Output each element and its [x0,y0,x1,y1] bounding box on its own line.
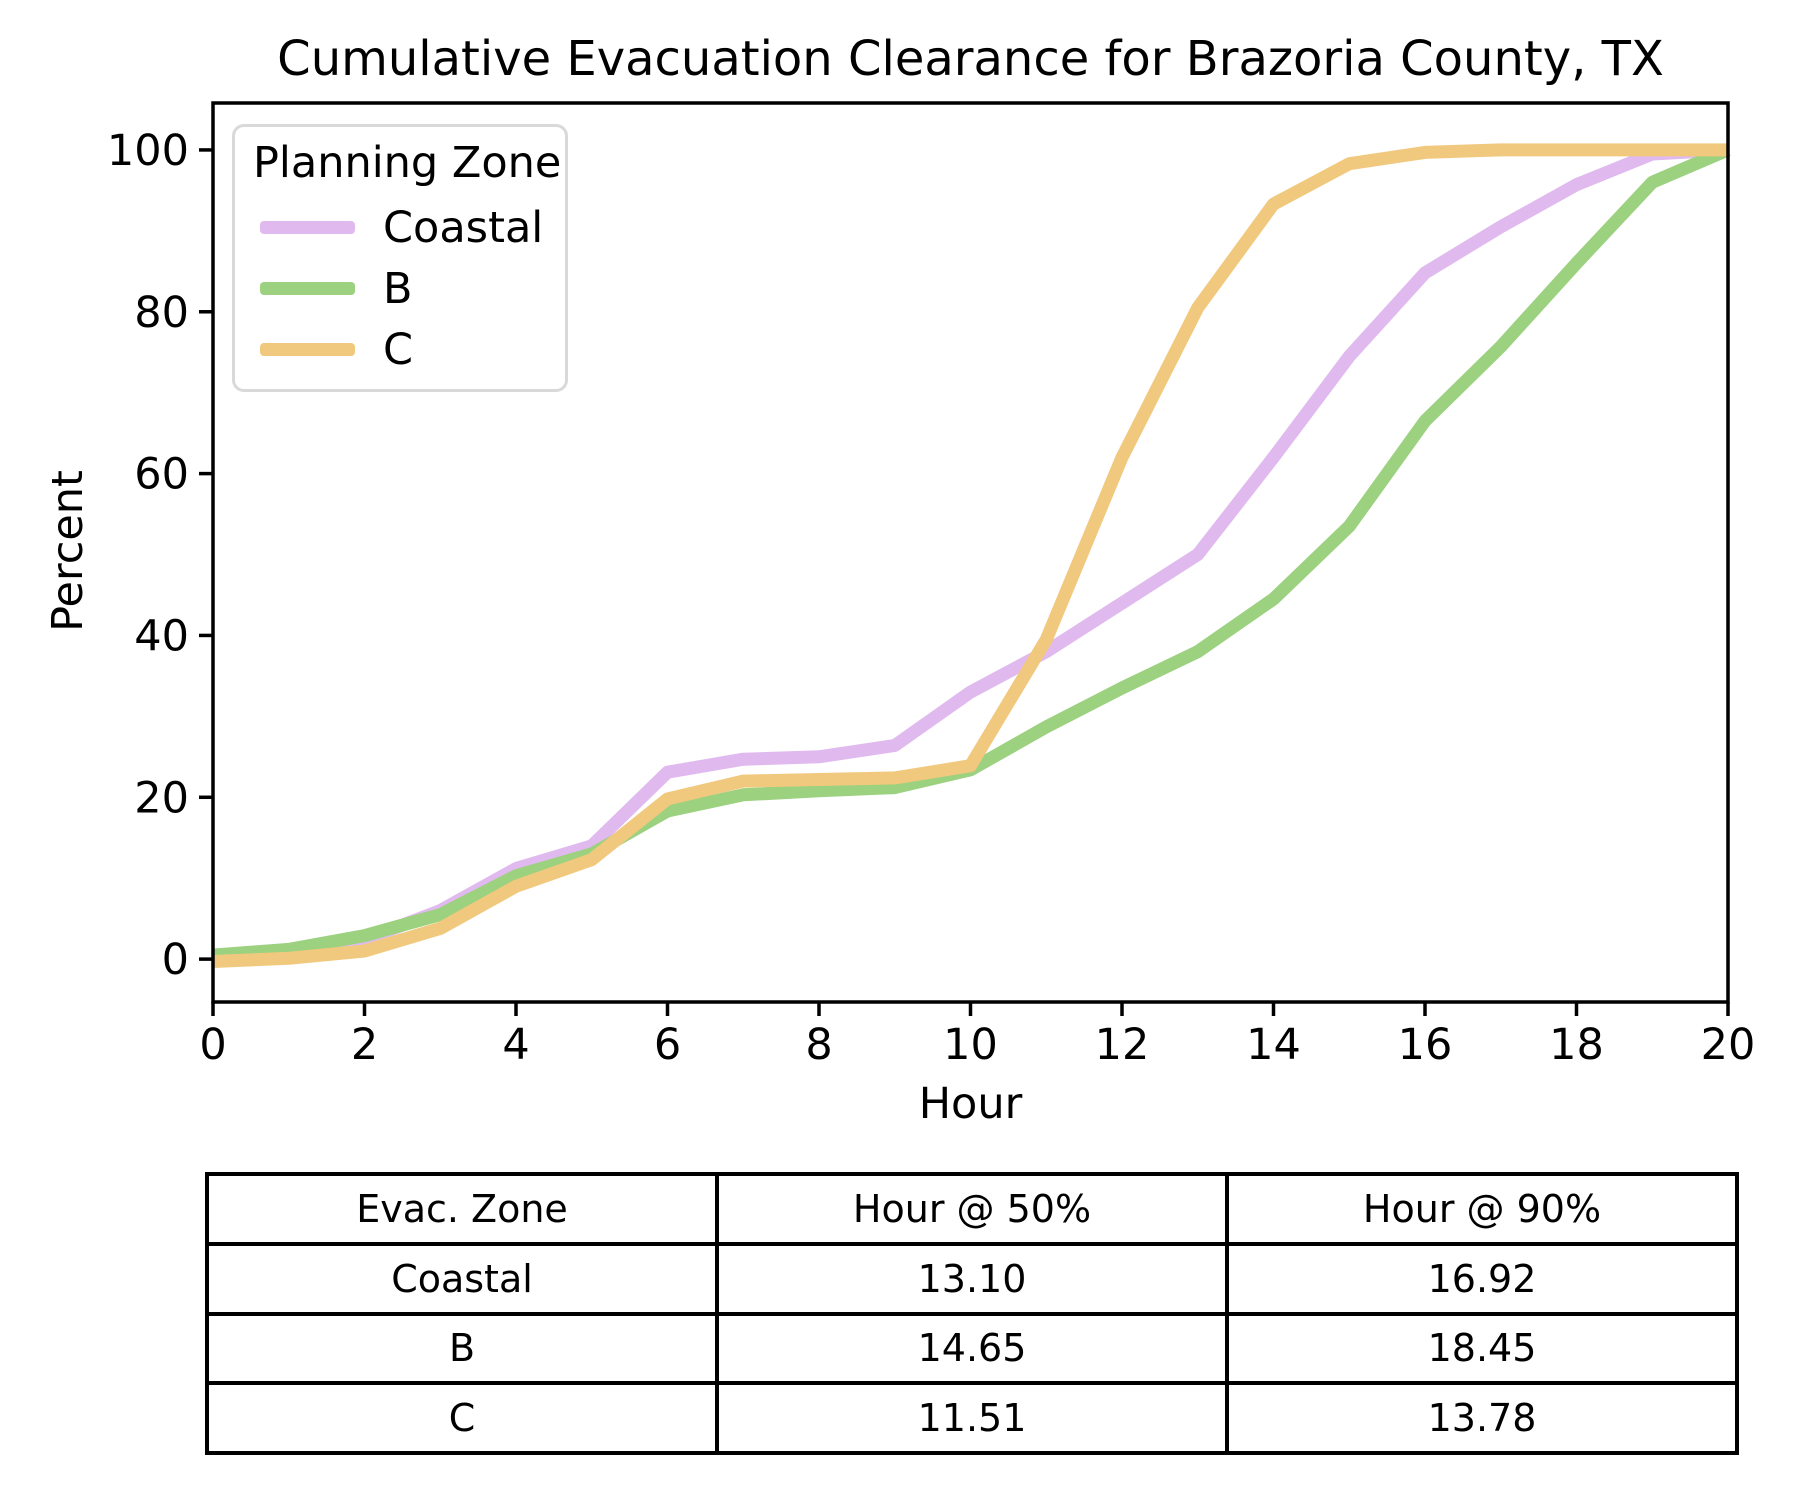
legend-item-coastal: Coastal [253,197,565,258]
legend: Planning Zone Coastal B C [232,124,568,392]
x-tick-label: 6 [654,1020,681,1070]
legend-item-label: Coastal [383,202,544,253]
zone-c-line-swatch [260,343,355,356]
table-cell: 16.92 [1225,1241,1739,1316]
x-tick-label: 8 [805,1020,832,1070]
table-cell: 13.10 [715,1241,1229,1316]
table-row: C 11.51 13.78 [205,1381,1739,1455]
table-row: B 14.65 18.45 [205,1311,1739,1386]
x-tick-label: 2 [351,1020,378,1070]
table-cell: 14.65 [715,1311,1229,1386]
legend-item-c: C [253,319,565,380]
table-cell: 11.51 [715,1381,1229,1455]
table-cell: C [205,1381,719,1455]
x-tick-label: 12 [1095,1020,1150,1070]
legend-item-label: B [383,263,413,314]
y-tick-label: 60 [134,450,189,500]
clearance-table: Evac. Zone Hour @ 50% Hour @ 90% Coastal… [205,1172,1739,1455]
y-tick-label: 80 [134,288,189,338]
line-chart: 0 2 4 6 8 10 12 14 16 18 20 0 20 40 60 80 100 [107,101,1756,1070]
table-header-cell: Evac. Zone [205,1172,719,1246]
table-header-row: Evac. Zone Hour @ 50% Hour @ 90% [205,1172,1739,1246]
table-cell: 13.78 [1225,1381,1739,1455]
legend-title: Planning Zone [253,138,562,188]
x-tick-label: 20 [1701,1020,1756,1070]
table-cell: 18.45 [1225,1311,1739,1386]
y-tick-label: 20 [134,773,189,823]
x-tick-label: 4 [502,1020,529,1070]
x-tick-label: 10 [943,1020,998,1070]
x-tick-label: 18 [1549,1020,1604,1070]
table-header-cell: Hour @ 50% [715,1172,1229,1246]
table-cell: Coastal [205,1241,719,1316]
chart-title: Cumulative Evacuation Clearance for Braz… [277,31,1664,87]
y-tick-label: 0 [162,935,189,985]
y-tick-label: 40 [134,611,189,661]
x-axis-label: Hour [918,1079,1023,1129]
x-tick-label: 0 [199,1020,226,1070]
legend-item-b: B [253,258,565,319]
y-axis-label: Percent [43,470,93,632]
table-header-cell: Hour @ 90% [1225,1172,1739,1246]
legend-item-label: C [383,324,414,375]
coastal-line-swatch [260,221,355,234]
table-cell: B [205,1311,719,1386]
table-row: Coastal 13.10 16.92 [205,1241,1739,1316]
x-tick-label: 14 [1246,1020,1301,1070]
zone-b-line-swatch [260,282,355,295]
x-tick-label: 16 [1398,1020,1453,1070]
y-tick-label: 100 [107,126,189,176]
series-line-c [212,143,1728,968]
